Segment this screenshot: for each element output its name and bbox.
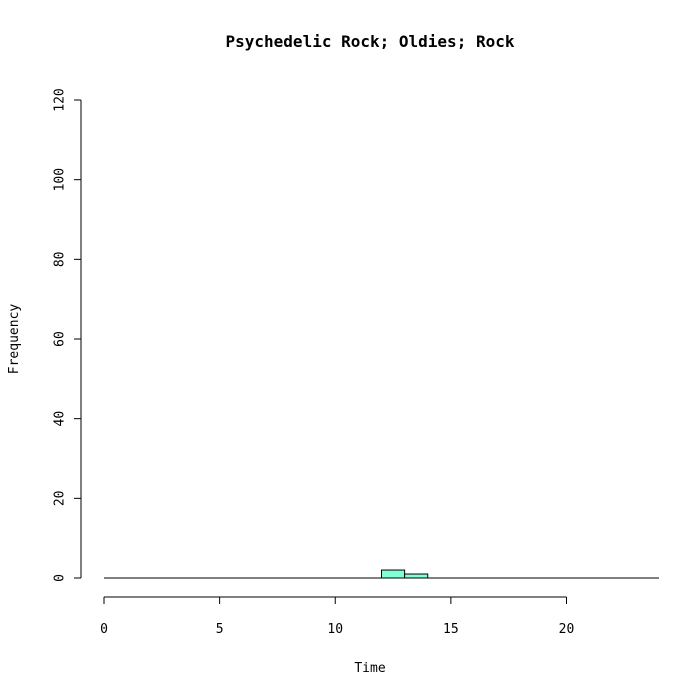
y-tick-label: 80: [53, 252, 68, 268]
histogram-bars: [381, 569, 429, 579]
y-tick-label: 40: [53, 411, 68, 427]
x-axis-title: Time: [354, 661, 385, 676]
x-tick-label: 20: [559, 622, 575, 637]
y-tick-label: 100: [53, 168, 68, 191]
y-axis: 0 20 40 60 80 100 120: [53, 88, 82, 582]
y-tick-label: 0: [53, 574, 68, 582]
y-axis-title: Frequency: [7, 304, 22, 375]
chart-title: Psychedelic Rock; Oldies; Rock: [226, 32, 515, 51]
x-tick-label: 10: [327, 622, 343, 637]
y-tick-label: 120: [53, 88, 68, 111]
x-tick-label: 15: [443, 622, 459, 637]
y-tick-label: 60: [53, 331, 68, 347]
y-tick-label: 20: [53, 491, 68, 507]
x-axis: 0 5 10 15 20: [100, 596, 575, 637]
x-tick-label: 0: [100, 622, 108, 637]
x-tick-label: 5: [216, 622, 224, 637]
histogram-bar: [404, 573, 429, 579]
histogram-bar: [381, 569, 406, 579]
